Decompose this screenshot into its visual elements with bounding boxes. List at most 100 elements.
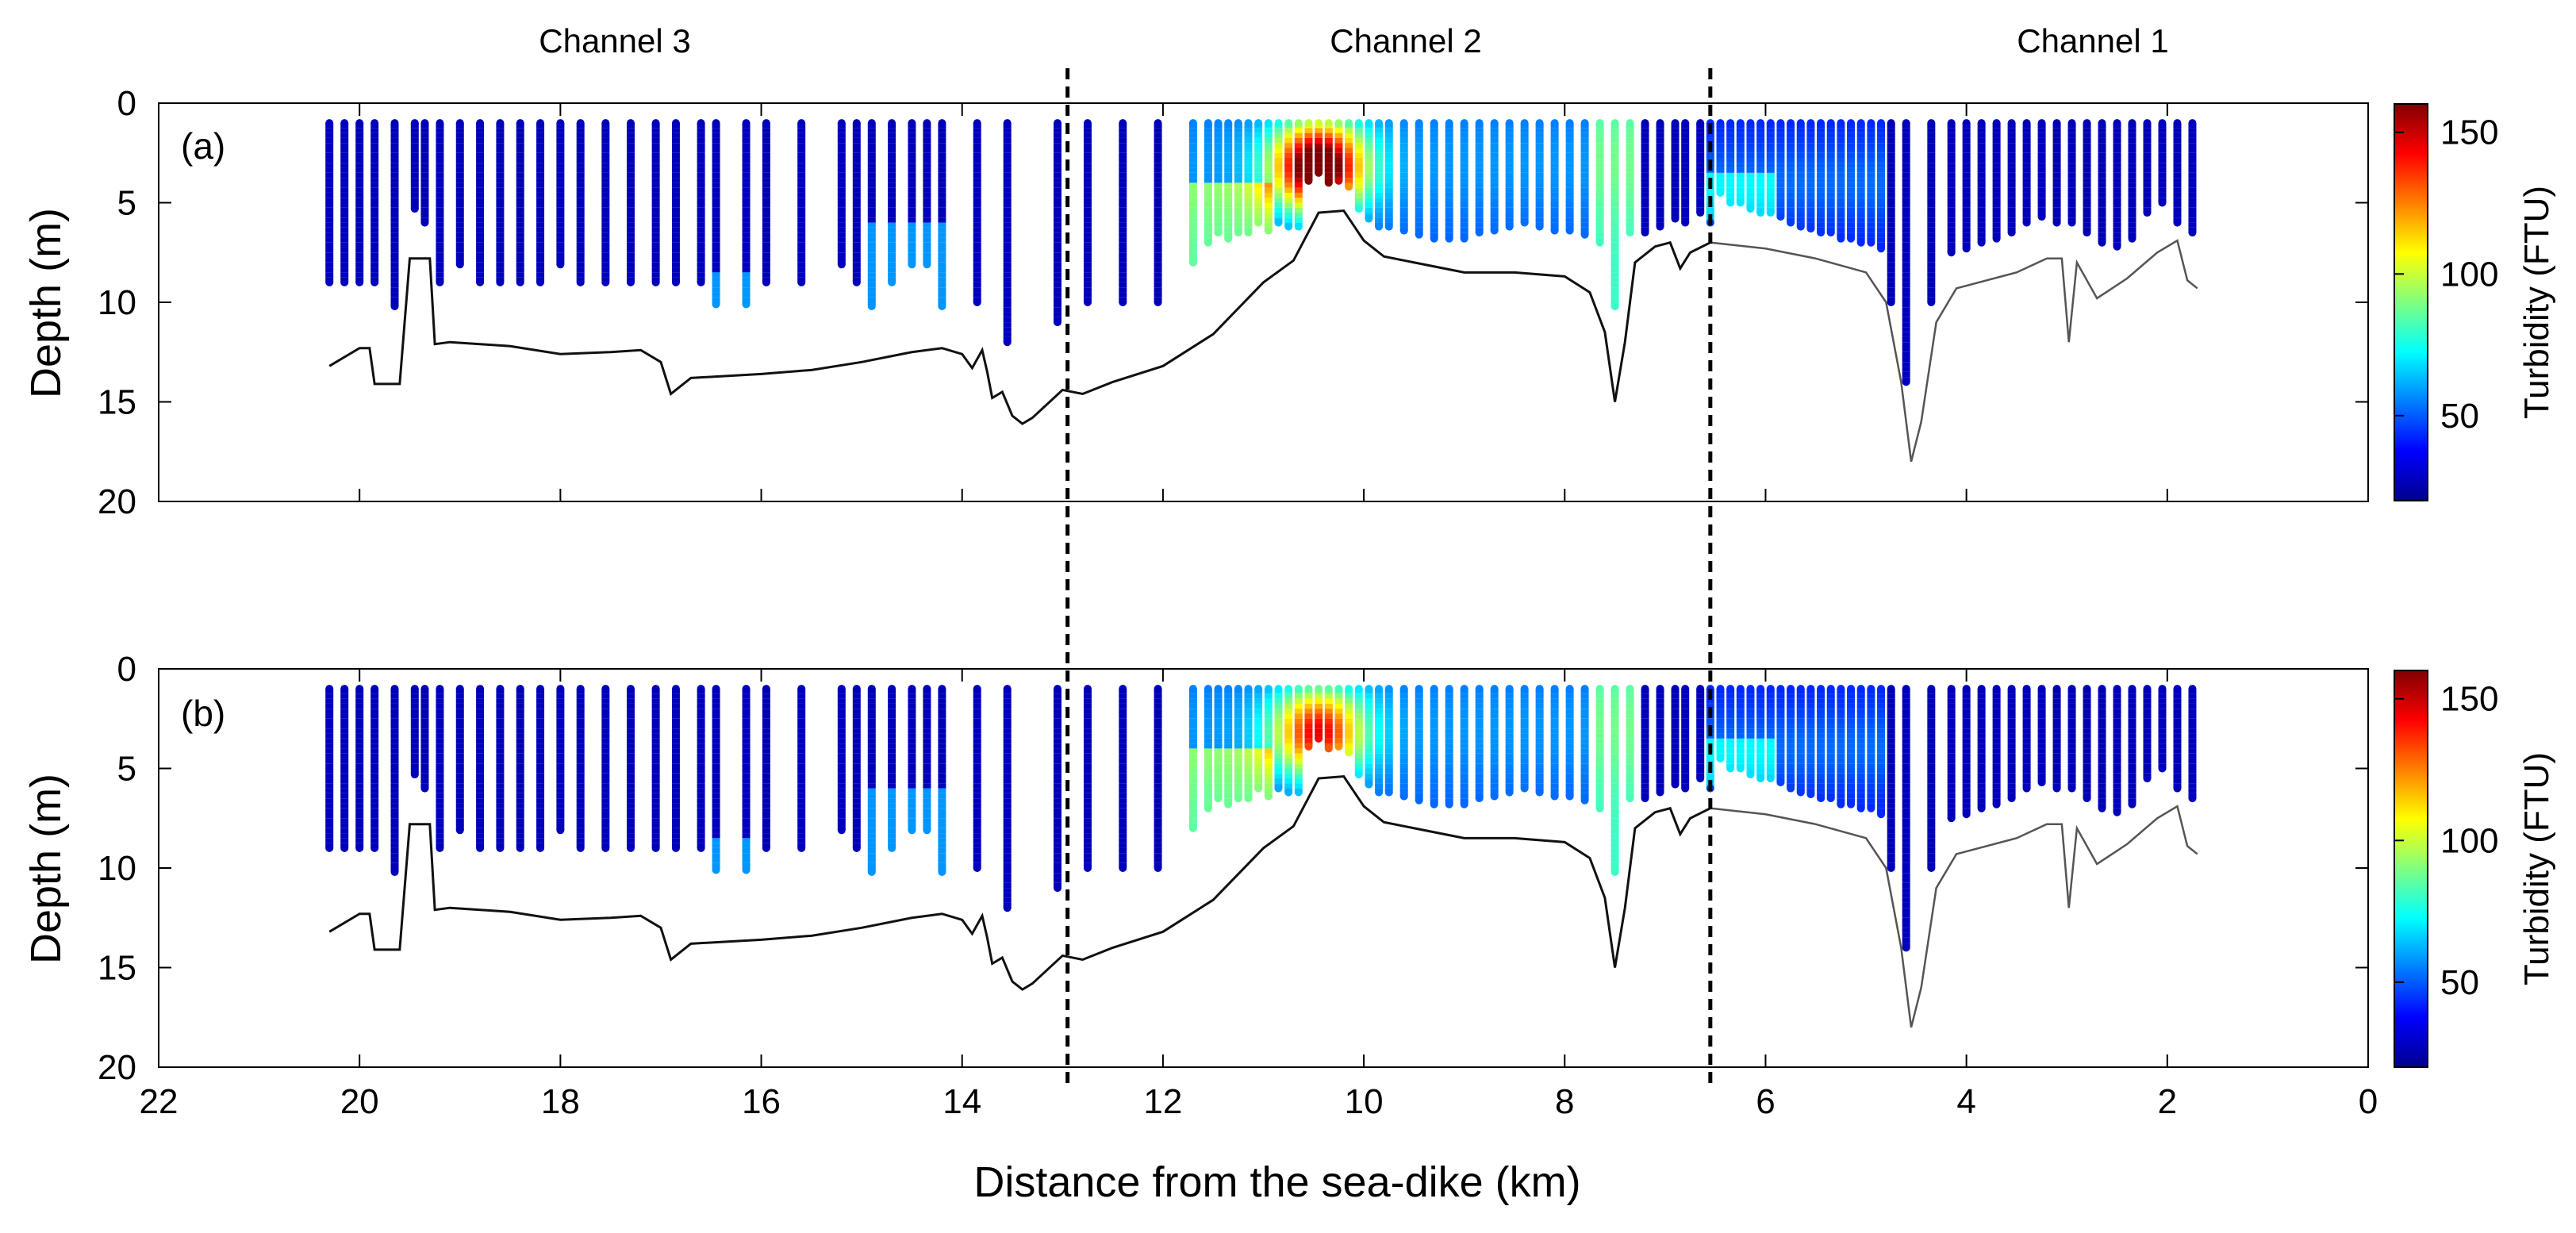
- panel-a-cast: [1264, 119, 1273, 235]
- cast-bottom-cap: [496, 278, 505, 286]
- panel-a-cast: [1224, 119, 1233, 243]
- panel-b-cast: [1154, 685, 1162, 872]
- cast-bottom-cap: [2143, 209, 2152, 217]
- cast-top-cap: [496, 119, 505, 128]
- panel-a-cast: [1234, 119, 1242, 237]
- cast-bottom-cap: [2083, 229, 2091, 237]
- cast-top-cap: [1254, 685, 1263, 693]
- panel-b-cast: [626, 685, 635, 852]
- cast-bottom-cap: [1315, 734, 1323, 743]
- panel-a-cast: [2052, 119, 2061, 227]
- cast-top-cap: [1224, 119, 1233, 128]
- panel-a-casts: [325, 119, 2198, 463]
- cast-top-cap: [355, 685, 364, 693]
- cast-bottom-cap: [410, 205, 419, 213]
- cast-bottom-cap: [1375, 222, 1384, 231]
- cast-top-cap: [1475, 119, 1484, 128]
- cast-bottom-cap: [1565, 226, 1574, 235]
- cast-top-cap: [1324, 685, 1333, 693]
- panel-a-cast: [1796, 119, 1805, 231]
- cast-bottom-cap: [1817, 229, 1825, 237]
- cast-bottom-cap: [797, 843, 806, 852]
- cast-top-cap: [1399, 119, 1408, 128]
- panel-a-cast: [2143, 119, 2152, 217]
- cast-bottom-cap: [626, 278, 635, 286]
- panel-b-cast: [1234, 685, 1242, 803]
- cast-top-cap: [436, 685, 444, 693]
- panel-a-cast: [1696, 119, 1705, 217]
- panel-a-cast: [410, 119, 419, 213]
- panel-b-cast: [1188, 685, 1197, 832]
- cast-top-cap: [908, 119, 916, 128]
- cast-top-cap: [1274, 119, 1283, 128]
- cast-top-cap: [1264, 685, 1273, 693]
- cast-bottom-cap: [888, 278, 896, 286]
- panel-a-cast: [1671, 119, 1680, 223]
- cast-bottom-cap: [476, 278, 485, 286]
- panel-a-cast: [1490, 119, 1499, 235]
- panel-a-cast: [762, 119, 770, 286]
- cast-top-cap: [1053, 119, 1061, 128]
- cast-bottom-cap: [1324, 179, 1333, 187]
- panel-a-cast: [1977, 119, 1986, 247]
- cast-top-cap: [556, 119, 565, 128]
- panel-a-colorbar-tick-label: 150: [2440, 113, 2498, 152]
- panel-a-cast: [671, 119, 680, 286]
- cast-bottom-cap: [742, 866, 751, 874]
- panel-a-cast: [1520, 119, 1529, 227]
- panel-a-cast: [1053, 119, 1061, 327]
- cast-bottom-cap: [1787, 218, 1795, 227]
- cast-bottom-cap: [1766, 209, 1775, 217]
- cast-top-cap: [908, 685, 916, 693]
- cast-bottom-cap: [1681, 218, 1690, 227]
- cast-top-cap: [1671, 119, 1680, 128]
- cast-top-cap: [797, 119, 806, 128]
- cast-bottom-cap: [1274, 784, 1283, 793]
- cast-top-cap: [1947, 119, 1956, 128]
- cast-bottom-cap: [455, 826, 464, 835]
- cast-bottom-cap: [476, 843, 485, 852]
- panel-a-cast: [2188, 119, 2197, 237]
- cast-top-cap: [1284, 119, 1293, 128]
- panel-a-cast: [1375, 119, 1384, 231]
- cast-top-cap: [1626, 119, 1634, 128]
- panel-b-cast: [1053, 685, 1061, 893]
- cast-bottom-cap: [1354, 205, 1363, 213]
- cast-bottom-cap: [1962, 244, 1971, 253]
- panel-a-cast: [1315, 119, 1323, 177]
- cast-top-cap: [355, 119, 364, 128]
- cast-bottom-cap: [1294, 222, 1303, 231]
- panel-a-cast: [436, 119, 444, 286]
- cast-bottom-cap: [1399, 226, 1408, 235]
- cast-top-cap: [1681, 119, 1690, 128]
- cast-bottom-cap: [1535, 222, 1544, 231]
- panel-b-cast: [576, 685, 585, 852]
- panel-b-cast: [420, 685, 429, 793]
- cast-top-cap: [1315, 685, 1323, 693]
- cast-top-cap: [370, 685, 379, 693]
- cast-top-cap: [1053, 685, 1061, 693]
- panel-a-cast: [340, 119, 349, 286]
- cast-bottom-cap: [837, 826, 846, 835]
- panel-a-cast: [867, 119, 876, 311]
- panel-a-cast: [923, 119, 931, 269]
- cast-bottom-cap: [390, 302, 399, 311]
- cast-top-cap: [938, 685, 946, 693]
- cast-top-cap: [1550, 119, 1559, 128]
- cast-top-cap: [973, 685, 981, 693]
- cast-top-cap: [1304, 685, 1313, 693]
- panel-a-cast: [1244, 119, 1253, 237]
- cast-top-cap: [2128, 119, 2136, 128]
- cast-top-cap: [1304, 119, 1313, 128]
- panel-a-cast: [1580, 119, 1589, 239]
- cast-top-cap: [837, 119, 846, 128]
- cast-bottom-cap: [1274, 218, 1283, 227]
- panel-a-cast: [852, 119, 861, 286]
- cast-top-cap: [476, 685, 485, 693]
- cast-bottom-cap: [2037, 213, 2046, 221]
- panel-a-cast: [1415, 119, 1423, 239]
- cast-top-cap: [1766, 119, 1775, 128]
- panel-a-cast: [1188, 119, 1197, 267]
- cast-top-cap: [1726, 119, 1735, 128]
- cast-bottom-cap: [2067, 218, 2076, 227]
